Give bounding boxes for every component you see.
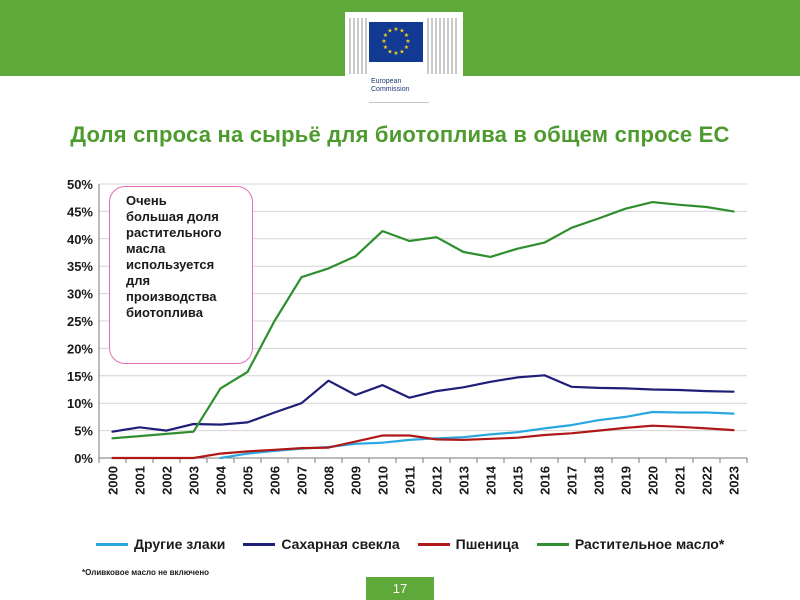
logo-divider (369, 102, 429, 103)
x-tick-label: 2012 (430, 466, 445, 495)
callout-note: Очень большая доля растительного масла и… (109, 186, 253, 364)
y-tick-label: 15% (67, 369, 93, 384)
svg-text:★: ★ (404, 44, 409, 51)
footnote: *Оливковое масло не включено (82, 568, 210, 577)
x-tick-label: 2010 (376, 466, 391, 495)
y-tick-label: 5% (74, 424, 93, 439)
eu-flag-icon: ★ ★ ★ ★ ★ ★ ★ ★ ★ ★ ★ ★ (369, 22, 423, 62)
x-tick-label: 2015 (511, 466, 526, 495)
svg-text:★: ★ (393, 50, 398, 57)
legend-item: Растительное масло* (536, 536, 725, 552)
x-tick-label: 2001 (133, 466, 148, 495)
x-tick-label: 2007 (295, 466, 310, 495)
logo-wordmark: European Commission (371, 78, 461, 94)
y-tick-label: 45% (67, 204, 93, 219)
x-tick-label: 2023 (727, 466, 742, 495)
y-tick-label: 35% (67, 259, 93, 274)
legend-swatch (243, 542, 276, 546)
legend-swatch (96, 542, 128, 546)
svg-text:★: ★ (405, 38, 410, 45)
x-tick-label: 2013 (457, 466, 472, 495)
y-tick-label: 50% (67, 177, 93, 192)
x-tick-label: 2016 (538, 466, 553, 495)
svg-text:★: ★ (383, 44, 388, 51)
legend-item: Пшеница (417, 536, 519, 552)
x-tick-label: 2009 (349, 466, 364, 495)
legend-item: Сахарная свекла (243, 536, 400, 552)
y-tick-label: 0% (74, 451, 93, 466)
legend-label: Растительное масло* (574, 536, 725, 552)
page-title: Доля спроса на сырьё для биотоплива в об… (70, 122, 730, 147)
y-tick-label: 10% (67, 396, 93, 411)
legend-swatch (417, 542, 450, 546)
svg-text:★: ★ (387, 28, 392, 35)
series-line (111, 201, 735, 440)
x-tick-label: 2006 (268, 466, 283, 495)
svg-text:★: ★ (387, 49, 392, 56)
svg-text:★: ★ (381, 38, 386, 45)
legend-swatch (536, 542, 569, 546)
svg-text:★: ★ (393, 26, 398, 33)
legend-label: Сахарная свекла (281, 536, 400, 552)
x-tick-label: 2002 (160, 466, 175, 495)
logo-line-1: European (371, 78, 402, 85)
page-number: 17 (366, 577, 434, 600)
chart-legend: Другие злаки Сахарная свекла Пшеница Растит… (96, 536, 742, 552)
x-tick-label: 2005 (241, 466, 256, 495)
x-tick-label: 2022 (700, 466, 715, 495)
svg-text:★: ★ (383, 32, 388, 39)
european-commission-logo: ★ ★ ★ ★ ★ ★ ★ ★ ★ ★ ★ ★ European Commission (345, 12, 465, 108)
legend-item: Другие злаки (96, 536, 225, 552)
x-tick-label: 2019 (619, 466, 634, 495)
x-tick-label: 2021 (673, 466, 688, 495)
series-line (111, 374, 735, 433)
x-tick-label: 2018 (592, 466, 607, 495)
series-line (219, 410, 735, 460)
y-tick-label: 20% (67, 341, 93, 356)
x-tick-label: 2011 (403, 466, 418, 494)
logo-line-2: Commission (371, 86, 410, 93)
legend-label: Другие злаки (134, 536, 226, 552)
svg-text:★: ★ (404, 32, 409, 39)
series-line (111, 424, 735, 460)
svg-text:★: ★ (399, 49, 404, 56)
y-tick-label: 25% (67, 314, 93, 329)
legend-label: Пшеница (455, 536, 519, 552)
x-tick-label: 2008 (322, 466, 337, 495)
y-tick-label: 40% (67, 232, 93, 247)
x-tick-label: 2017 (565, 466, 580, 495)
y-tick-label: 30% (67, 287, 93, 302)
x-tick-label: 2004 (214, 465, 229, 495)
x-tick-label: 2020 (646, 466, 661, 495)
svg-text:★: ★ (399, 28, 404, 35)
x-tick-label: 2014 (484, 465, 499, 495)
x-tick-label: 2000 (106, 466, 121, 495)
x-tick-label: 2003 (187, 466, 202, 495)
